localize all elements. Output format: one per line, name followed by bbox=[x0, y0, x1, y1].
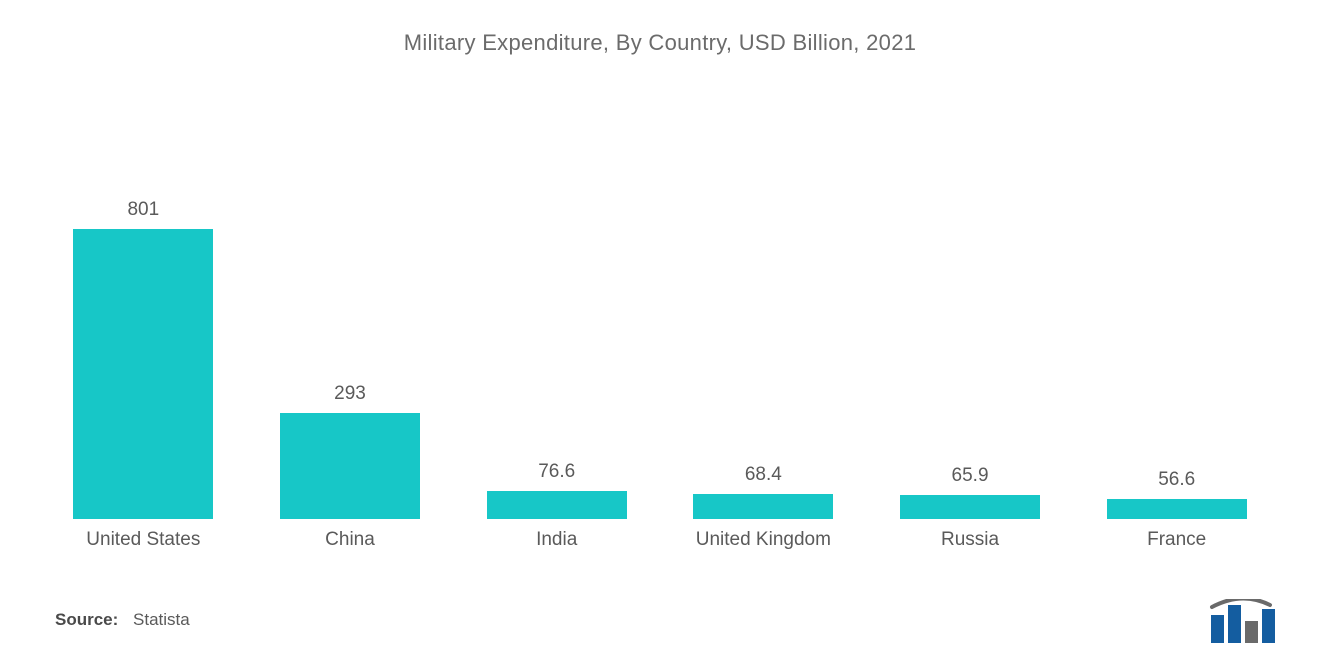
bar-value-label: 293 bbox=[334, 383, 366, 405]
source-label: Source: bbox=[55, 610, 118, 629]
bar-group: 801United States bbox=[40, 90, 247, 519]
bar-value-label: 56.6 bbox=[1158, 469, 1195, 491]
source-line: Source: Statista bbox=[55, 610, 190, 630]
bar-value-label: 801 bbox=[127, 199, 159, 221]
bar-category-label: United Kingdom bbox=[696, 529, 831, 551]
bar-group: 56.6France bbox=[1073, 90, 1280, 519]
bar-category-label: Russia bbox=[941, 529, 999, 551]
bar bbox=[1107, 499, 1247, 519]
bar bbox=[693, 494, 833, 519]
bar-group: 76.6India bbox=[453, 90, 660, 519]
bar-chart: 801United States293China76.6India68.4Uni… bbox=[40, 90, 1280, 520]
bar-value-label: 76.6 bbox=[538, 461, 575, 483]
bar bbox=[900, 495, 1040, 519]
bar-category-label: China bbox=[325, 529, 375, 551]
chart-title: Military Expenditure, By Country, USD Bi… bbox=[0, 0, 1320, 56]
bar-value-label: 65.9 bbox=[952, 465, 989, 487]
source-value: Statista bbox=[133, 610, 190, 629]
bar bbox=[487, 491, 627, 519]
bar-group: 68.4United Kingdom bbox=[660, 90, 867, 519]
brand-logo bbox=[1206, 599, 1278, 643]
bar-category-label: France bbox=[1147, 529, 1206, 551]
bar-category-label: United States bbox=[86, 529, 200, 551]
bar bbox=[280, 413, 420, 519]
brand-logo-icon bbox=[1206, 599, 1278, 643]
bar-category-label: India bbox=[536, 529, 577, 551]
bar bbox=[73, 229, 213, 519]
bar-value-label: 68.4 bbox=[745, 464, 782, 486]
bar-group: 293China bbox=[247, 90, 454, 519]
bar-group: 65.9Russia bbox=[867, 90, 1074, 519]
